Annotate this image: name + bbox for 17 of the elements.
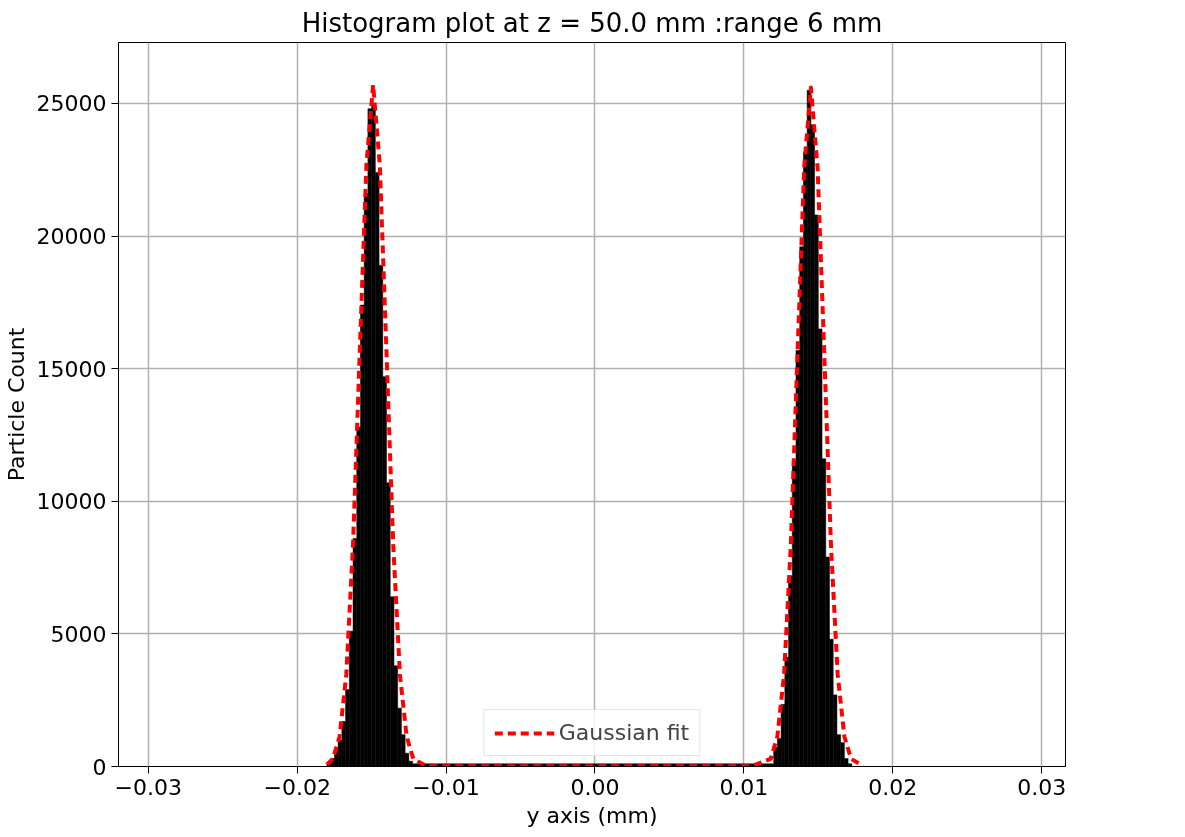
chart-title: Histogram plot at z = 50.0 mm :range 6 mm [301, 7, 883, 38]
y-tick-label: 15000 [36, 356, 107, 382]
y-tick-label: 0 [92, 754, 107, 780]
x-tick-label: −0.02 [263, 774, 331, 800]
y-axis-title: Particle Count [3, 327, 29, 482]
x-tick-label: 0.02 [868, 774, 918, 800]
y-tick-label: 20000 [36, 224, 107, 250]
y-tick-label: 10000 [36, 489, 107, 515]
y-tick-label: 25000 [36, 91, 107, 117]
x-axis-title: y axis (mm) [526, 802, 658, 828]
x-tick-label: 0.03 [1017, 774, 1067, 800]
x-tick-label: 0.00 [570, 774, 620, 800]
legend-label: Gaussian fit [558, 720, 690, 745]
y-tick-label: 5000 [50, 621, 107, 647]
x-tick-label: −0.03 [114, 774, 182, 800]
x-tick-label: −0.01 [412, 774, 480, 800]
x-tick-label: 0.01 [719, 774, 769, 800]
